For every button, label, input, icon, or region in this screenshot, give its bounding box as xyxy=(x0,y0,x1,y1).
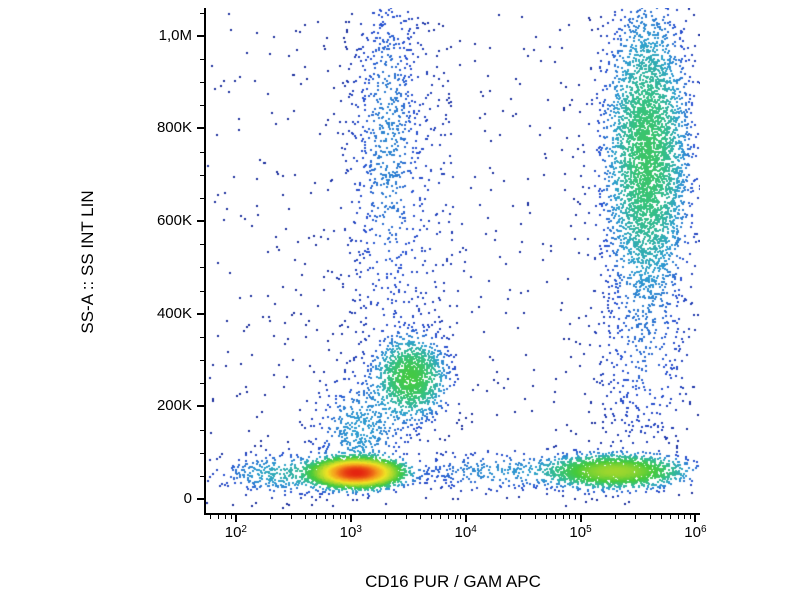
x-axis-minor-tick xyxy=(690,515,692,519)
x-axis-minor-tick xyxy=(230,515,232,519)
y-tick-label: 600K xyxy=(156,212,192,230)
x-axis-minor-tick xyxy=(332,515,334,519)
y-axis-major-tick xyxy=(197,220,204,223)
x-axis-minor-tick xyxy=(569,515,571,519)
y-tick-label: 400K xyxy=(156,304,192,322)
y-axis-minor-tick xyxy=(200,267,204,269)
x-axis-minor-tick xyxy=(575,515,577,519)
x-axis-minor-tick xyxy=(210,515,212,519)
scatter-canvas xyxy=(206,8,700,513)
y-tick-label: 800K xyxy=(156,119,192,137)
x-axis-minor-tick xyxy=(339,515,341,519)
x-axis-minor-tick xyxy=(419,515,421,519)
y-axis-major-tick xyxy=(197,498,204,501)
x-axis-minor-tick xyxy=(534,515,536,519)
x-tick-label: 102 xyxy=(224,524,247,541)
x-tick-label: 103 xyxy=(339,524,362,541)
x-axis-minor-tick xyxy=(635,515,637,519)
y-axis-minor-tick xyxy=(200,12,204,14)
x-axis-minor-tick xyxy=(562,515,564,519)
x-axis-title: CD16 PUR / GAM APC xyxy=(365,572,541,591)
x-axis-minor-tick xyxy=(555,515,557,519)
x-axis-minor-tick xyxy=(431,515,433,519)
x-tick-label: 104 xyxy=(454,524,477,541)
y-axis-minor-tick xyxy=(200,82,204,84)
x-axis-minor-tick xyxy=(454,515,456,519)
x-axis-minor-tick xyxy=(305,515,307,519)
x-axis-minor-tick xyxy=(316,515,318,519)
x-axis-minor-tick xyxy=(385,515,387,519)
y-axis-minor-tick xyxy=(200,151,204,153)
y-axis-minor-tick xyxy=(200,197,204,199)
x-axis-major-tick xyxy=(694,515,697,522)
y-axis-major-tick xyxy=(197,312,204,315)
x-axis-minor-tick xyxy=(677,515,679,519)
y-axis-minor-tick xyxy=(200,383,204,385)
x-axis-minor-tick xyxy=(615,515,617,519)
x-axis-minor-tick xyxy=(649,515,651,519)
x-axis-minor-tick xyxy=(270,515,272,519)
x-axis-major-tick xyxy=(464,515,467,522)
y-tick-label: 200K xyxy=(156,397,192,415)
y-axis-minor-tick xyxy=(200,244,204,246)
y-axis-minor-tick xyxy=(200,452,204,454)
x-axis-minor-tick xyxy=(345,515,347,519)
y-axis-minor-tick xyxy=(200,174,204,176)
y-axis-minor-tick xyxy=(200,429,204,431)
x-axis-minor-tick xyxy=(660,515,662,519)
y-axis-minor-tick xyxy=(200,475,204,477)
x-axis-minor-tick xyxy=(224,515,226,519)
y-axis-minor-tick xyxy=(200,336,204,338)
x-tick-label: 106 xyxy=(684,524,707,541)
x-axis-minor-tick xyxy=(500,515,502,519)
x-axis-minor-tick xyxy=(447,515,449,519)
x-axis-major-tick xyxy=(579,515,582,522)
y-tick-label: 1,0M xyxy=(158,26,192,44)
x-axis-minor-tick xyxy=(290,515,292,519)
y-axis-minor-tick xyxy=(200,105,204,107)
x-tick-label: 105 xyxy=(569,524,592,541)
x-axis-minor-tick xyxy=(520,515,522,519)
y-axis-major-tick xyxy=(197,34,204,37)
x-axis-minor-tick xyxy=(460,515,462,519)
x-axis-minor-tick xyxy=(684,515,686,519)
x-axis-minor-tick xyxy=(440,515,442,519)
y-axis-major-tick xyxy=(197,127,204,130)
x-axis-minor-tick xyxy=(218,515,220,519)
y-axis-minor-tick xyxy=(200,360,204,362)
x-axis-minor-tick xyxy=(545,515,547,519)
plot-area xyxy=(204,8,700,515)
y-axis-minor-tick xyxy=(200,58,204,60)
y-axis-major-tick xyxy=(197,405,204,408)
x-axis-minor-tick xyxy=(669,515,671,519)
x-axis-minor-tick xyxy=(325,515,327,519)
y-tick-label: 0 xyxy=(183,490,192,508)
x-axis-major-tick xyxy=(234,515,237,522)
y-axis-minor-tick xyxy=(200,290,204,292)
x-axis-major-tick xyxy=(349,515,352,522)
x-axis-minor-tick xyxy=(405,515,407,519)
y-axis-title: SS-A :: SS INT LIN xyxy=(78,190,97,334)
